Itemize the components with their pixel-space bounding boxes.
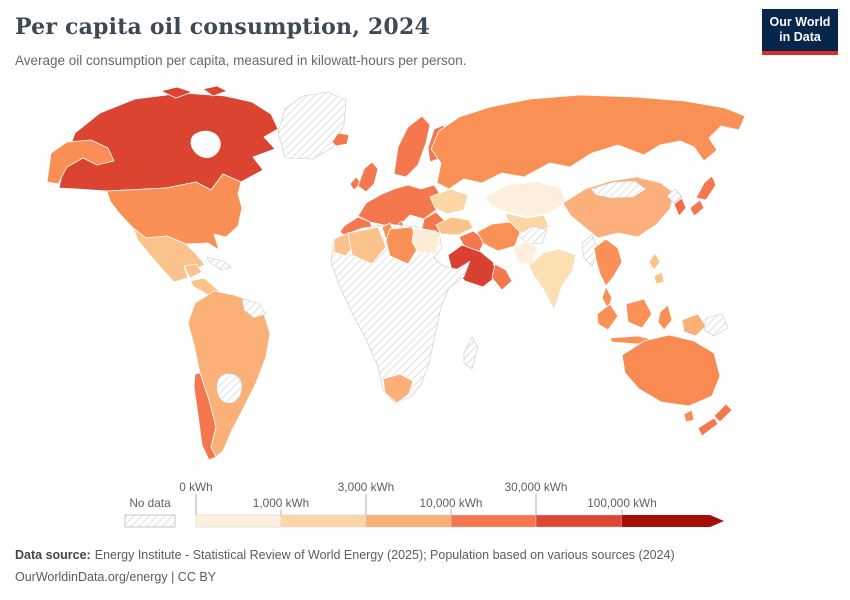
region-canada-arctic-islands[interactable]	[160, 85, 228, 99]
region-greenland[interactable]	[277, 91, 347, 160]
region-tasmania[interactable]	[683, 409, 695, 423]
legend-bin-3[interactable]	[450, 514, 537, 528]
legend-bin-1[interactable]	[280, 514, 367, 528]
region-yucatan[interactable]	[183, 263, 203, 279]
region-iceland[interactable]	[331, 132, 350, 147]
legend-no-data-label: No data	[129, 496, 171, 510]
chart-subtitle: Average oil consumption per capita, meas…	[15, 53, 467, 68]
region-bolivia-paraguay[interactable]	[216, 373, 243, 404]
region-china[interactable]	[562, 176, 675, 239]
legend-tick-0: 0 kWh	[179, 480, 212, 494]
region-japan[interactable]	[695, 175, 717, 201]
footer-source: Data source: Energy Institute - Statistic…	[15, 548, 675, 562]
legend-bin-4[interactable]	[535, 514, 623, 528]
region-scandinavia[interactable]	[393, 115, 431, 178]
legend-tick-30000: 30,000 kWh	[505, 480, 568, 494]
region-myanmar[interactable]	[581, 234, 599, 267]
legend-bin-2[interactable]	[365, 514, 452, 528]
legend-bin-0[interactable]	[195, 514, 282, 528]
region-madagascar[interactable]	[463, 336, 479, 370]
region-ukraine[interactable]	[429, 188, 469, 215]
footer-source-text: Energy Institute - Statistical Review of…	[94, 548, 675, 562]
region-kazakhstan[interactable]	[484, 181, 567, 218]
region-india[interactable]	[528, 248, 577, 311]
region-mongolia[interactable]	[590, 180, 647, 199]
region-west-new-guinea[interactable]	[681, 313, 707, 337]
region-philippines[interactable]	[648, 252, 665, 285]
footer-link-line[interactable]: OurWorldinData.org/energy | CC BY	[15, 570, 217, 584]
owid-logo-line1: Our World	[769, 15, 831, 29]
region-indochina[interactable]	[593, 238, 623, 287]
owid-logo[interactable]: Our World in Data	[762, 9, 838, 55]
region-sulawesi[interactable]	[657, 304, 673, 331]
owid-logo-line2: in Data	[779, 30, 821, 44]
region-borneo[interactable]	[625, 298, 653, 329]
region-alaska[interactable]	[46, 139, 115, 185]
region-new-zealand-north[interactable]	[713, 403, 733, 423]
region-russia[interactable]	[430, 94, 746, 190]
region-libya[interactable]	[385, 226, 419, 265]
region-new-zealand-south[interactable]	[697, 417, 719, 437]
page-title: Per capita oil consumption, 2024	[15, 14, 430, 40]
region-north-korea[interactable]	[666, 188, 683, 204]
region-uk[interactable]	[357, 161, 379, 193]
region-south-korea[interactable]	[673, 197, 687, 217]
legend-tick-1000: 1,000 kWh	[253, 496, 309, 510]
region-sumatra[interactable]	[596, 303, 619, 331]
region-africa[interactable]	[330, 223, 471, 404]
footer-source-label: Data source:	[15, 548, 91, 562]
region-turkey[interactable]	[435, 216, 474, 236]
region-chile[interactable]	[193, 372, 217, 461]
region-algeria[interactable]	[347, 226, 387, 265]
region-papua-new-guinea[interactable]	[703, 313, 729, 337]
region-australia[interactable]	[621, 334, 721, 407]
region-japan-south[interactable]	[689, 199, 705, 217]
region-pakistan[interactable]	[513, 240, 538, 266]
legend-tick-3000: 3,000 kWh	[338, 480, 394, 494]
region-iran[interactable]	[476, 221, 521, 252]
legend-bin-5-arrow[interactable]	[622, 515, 724, 527]
legend-no-data-swatch[interactable]	[124, 514, 176, 528]
map-legend: No data 0 kWh 3,000 kWh 30,000 kWh 1,000…	[124, 480, 724, 528]
region-south-africa[interactable]	[382, 373, 414, 404]
world-choropleth-map	[46, 85, 746, 461]
region-hudson-bay	[190, 130, 221, 158]
legend-tick-10000: 10,000 kWh	[420, 496, 483, 510]
region-cuba[interactable]	[206, 256, 232, 271]
region-guyanas[interactable]	[241, 298, 267, 319]
legend-tick-100000: 100,000 kWh	[587, 496, 657, 510]
region-egypt[interactable]	[411, 227, 441, 255]
region-gulf-oman[interactable]	[491, 263, 513, 291]
